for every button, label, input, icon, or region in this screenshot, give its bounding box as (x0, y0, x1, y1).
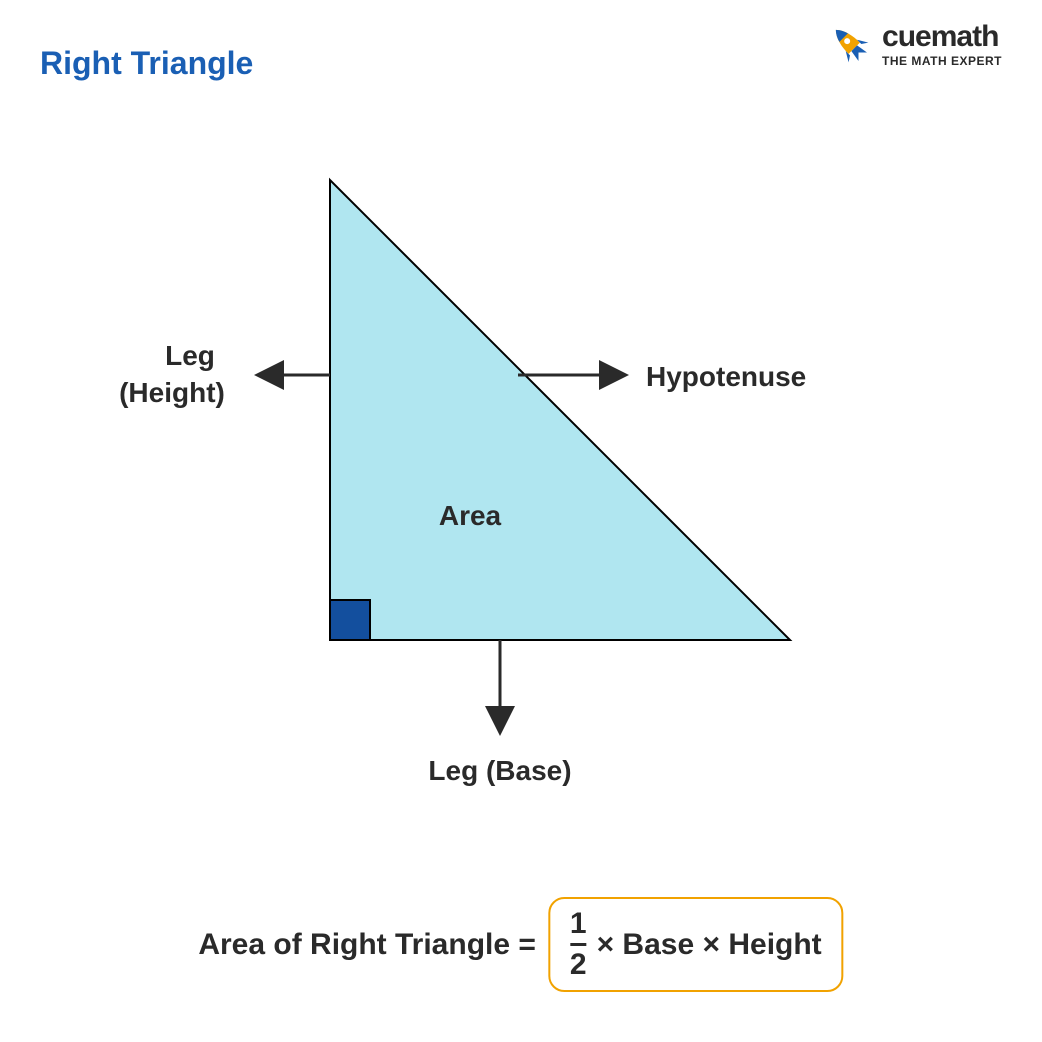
logo-text: cuemath THE MATH EXPERT (882, 20, 1002, 68)
formula-rhs: × Base × Height (597, 928, 822, 962)
logo-sub-text: THE MATH EXPERT (882, 54, 1002, 68)
hypotenuse-label: Hypotenuse (646, 361, 806, 392)
logo: cuemath THE MATH EXPERT (826, 20, 1002, 68)
height-label-line2: (Height) (119, 377, 225, 408)
formula-box: 1 2 × Base × Height (548, 897, 844, 992)
formula-fraction: 1 2 (570, 909, 587, 980)
right-triangle-shape (330, 180, 790, 640)
formula: Area of Right Triangle = 1 2 × Base × He… (198, 897, 843, 992)
area-label: Area (439, 500, 502, 531)
height-label-line1: Leg (165, 340, 215, 371)
base-label: Leg (Base) (428, 755, 571, 786)
rocket-icon (826, 20, 874, 68)
logo-main-text: cuemath (882, 20, 1002, 54)
triangle-diagram: Leg (Height) Hypotenuse Leg (Base) Area (0, 140, 1042, 840)
page-title: Right Triangle (40, 45, 253, 82)
right-angle-marker (330, 600, 370, 640)
fraction-denominator: 2 (570, 946, 587, 980)
fraction-numerator: 1 (570, 909, 587, 943)
formula-lhs: Area of Right Triangle = (198, 928, 536, 962)
